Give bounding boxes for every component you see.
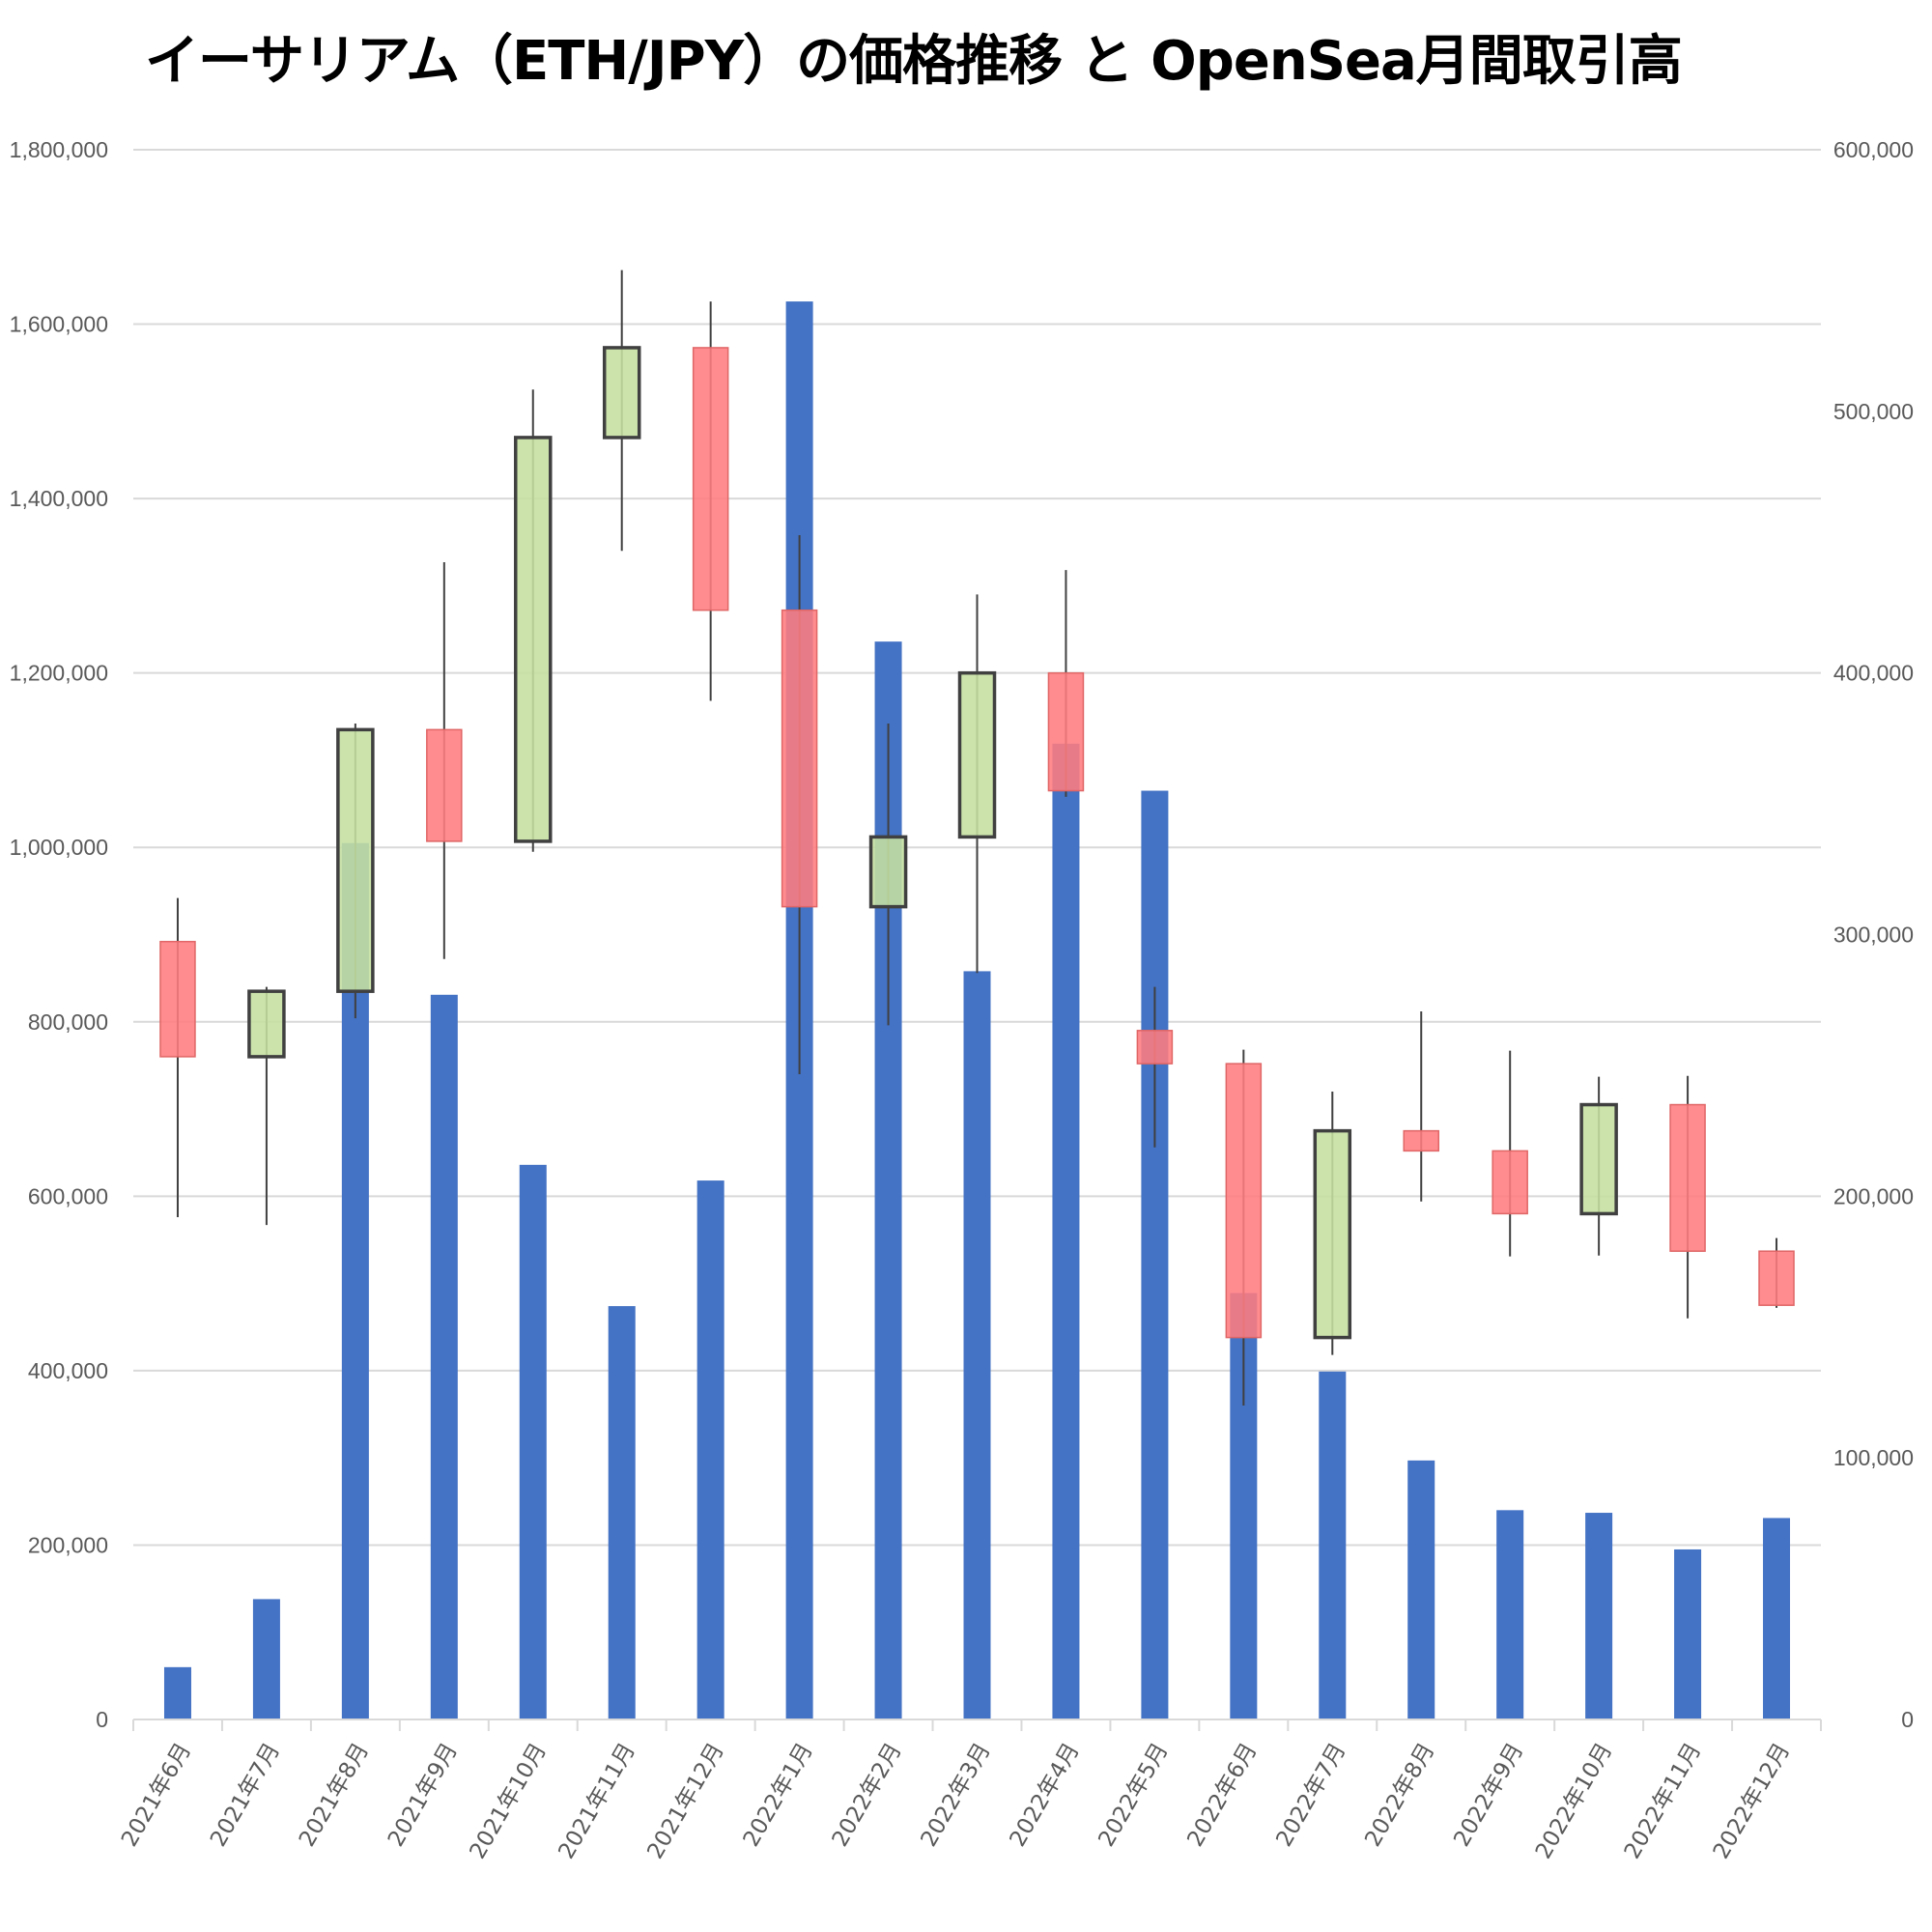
candle-body-down bbox=[1136, 1030, 1174, 1065]
category-label: 2022年12月 bbox=[1709, 1739, 1795, 1863]
volume-bar bbox=[1141, 790, 1169, 1719]
candle-body-down bbox=[781, 609, 818, 908]
chart-title: イーサリアム（ETH/JPY）の価格推移 と OpenSea月間取引高 bbox=[145, 30, 1683, 93]
left-tick-label: 600,000 bbox=[28, 1183, 108, 1208]
volume-bar bbox=[252, 1599, 280, 1719]
category-label: 2021年11月 bbox=[554, 1739, 639, 1863]
candle-body-up bbox=[868, 835, 908, 909]
category-label: 2021年7月 bbox=[206, 1739, 285, 1851]
candle-body-down bbox=[1669, 1103, 1706, 1252]
category-label: 2022年10月 bbox=[1531, 1739, 1617, 1863]
candle-body-down bbox=[1758, 1250, 1795, 1306]
category-label: 2021年10月 bbox=[466, 1739, 552, 1863]
category-label: 2021年6月 bbox=[117, 1739, 196, 1851]
left-tick-label: 1,400,000 bbox=[10, 486, 108, 511]
candle-body-down bbox=[159, 940, 196, 1058]
candle-body-up bbox=[1313, 1128, 1352, 1340]
candle-body-up bbox=[1579, 1102, 1618, 1216]
left-tick-label: 1,800,000 bbox=[10, 137, 108, 162]
volume-bars bbox=[163, 301, 1791, 1719]
category-label: 2022年5月 bbox=[1094, 1739, 1173, 1851]
volume-bar bbox=[696, 1180, 724, 1719]
left-tick-label: 1,000,000 bbox=[10, 835, 108, 860]
right-tick-label: 0 bbox=[1901, 1707, 1914, 1732]
volume-bar bbox=[1763, 1518, 1791, 1719]
left-tick-label: 200,000 bbox=[28, 1532, 108, 1557]
volume-bar bbox=[1674, 1548, 1702, 1719]
candle-body-down bbox=[426, 728, 463, 842]
left-tick-label: 0 bbox=[96, 1707, 108, 1732]
volume-bar bbox=[1585, 1513, 1613, 1719]
category-label: 2022年6月 bbox=[1182, 1739, 1262, 1851]
candle-body-down bbox=[1047, 671, 1085, 792]
volume-bar bbox=[608, 1306, 636, 1719]
category-label: 2022年2月 bbox=[828, 1739, 907, 1851]
candle-body-down bbox=[1492, 1150, 1528, 1215]
category-label: 2022年3月 bbox=[917, 1739, 996, 1851]
volume-bar bbox=[519, 1164, 547, 1719]
candle-body-up bbox=[336, 727, 375, 993]
category-label: 2022年1月 bbox=[739, 1739, 818, 1851]
price-candles bbox=[159, 270, 1795, 1406]
right-tick-label: 400,000 bbox=[1833, 661, 1914, 686]
volume-bar bbox=[1407, 1460, 1435, 1719]
volume-bar bbox=[1496, 1510, 1524, 1719]
category-label: 2022年8月 bbox=[1360, 1739, 1439, 1851]
volume-bar bbox=[430, 994, 458, 1719]
category-label: 2022年11月 bbox=[1620, 1739, 1706, 1863]
right-tick-label: 200,000 bbox=[1833, 1183, 1914, 1208]
left-tick-label: 1,600,000 bbox=[10, 312, 108, 337]
volume-bar bbox=[1319, 1371, 1347, 1719]
candle-body-up bbox=[957, 670, 997, 839]
category-label: 2021年8月 bbox=[295, 1739, 374, 1851]
candle-body-up bbox=[514, 436, 553, 843]
category-label: 2021年12月 bbox=[642, 1739, 728, 1863]
volume-bar bbox=[163, 1666, 191, 1719]
left-tick-label: 1,200,000 bbox=[10, 661, 108, 686]
right-tick-label: 100,000 bbox=[1833, 1445, 1914, 1470]
candle-body-up bbox=[602, 346, 641, 440]
volume-bar bbox=[1052, 743, 1080, 1719]
candle-body-down bbox=[692, 347, 729, 611]
volume-bar bbox=[963, 971, 991, 1719]
left-tick-label: 400,000 bbox=[28, 1358, 108, 1383]
candle-body-down bbox=[1225, 1063, 1263, 1339]
candle-body-up bbox=[247, 989, 286, 1059]
right-tick-label: 500,000 bbox=[1833, 399, 1914, 424]
candle-body-down bbox=[1403, 1129, 1439, 1152]
category-label: 2021年9月 bbox=[384, 1739, 463, 1851]
axes: 0 200,000 400,000 600,000 800,000 1,000,000 1,… bbox=[10, 137, 1914, 1863]
category-label: 2022年4月 bbox=[1006, 1739, 1085, 1851]
category-label: 2022年9月 bbox=[1449, 1739, 1528, 1851]
right-tick-label: 300,000 bbox=[1833, 923, 1914, 948]
left-tick-label: 800,000 bbox=[28, 1009, 108, 1035]
right-tick-label: 600,000 bbox=[1833, 137, 1914, 162]
category-label: 2022年7月 bbox=[1271, 1739, 1350, 1851]
